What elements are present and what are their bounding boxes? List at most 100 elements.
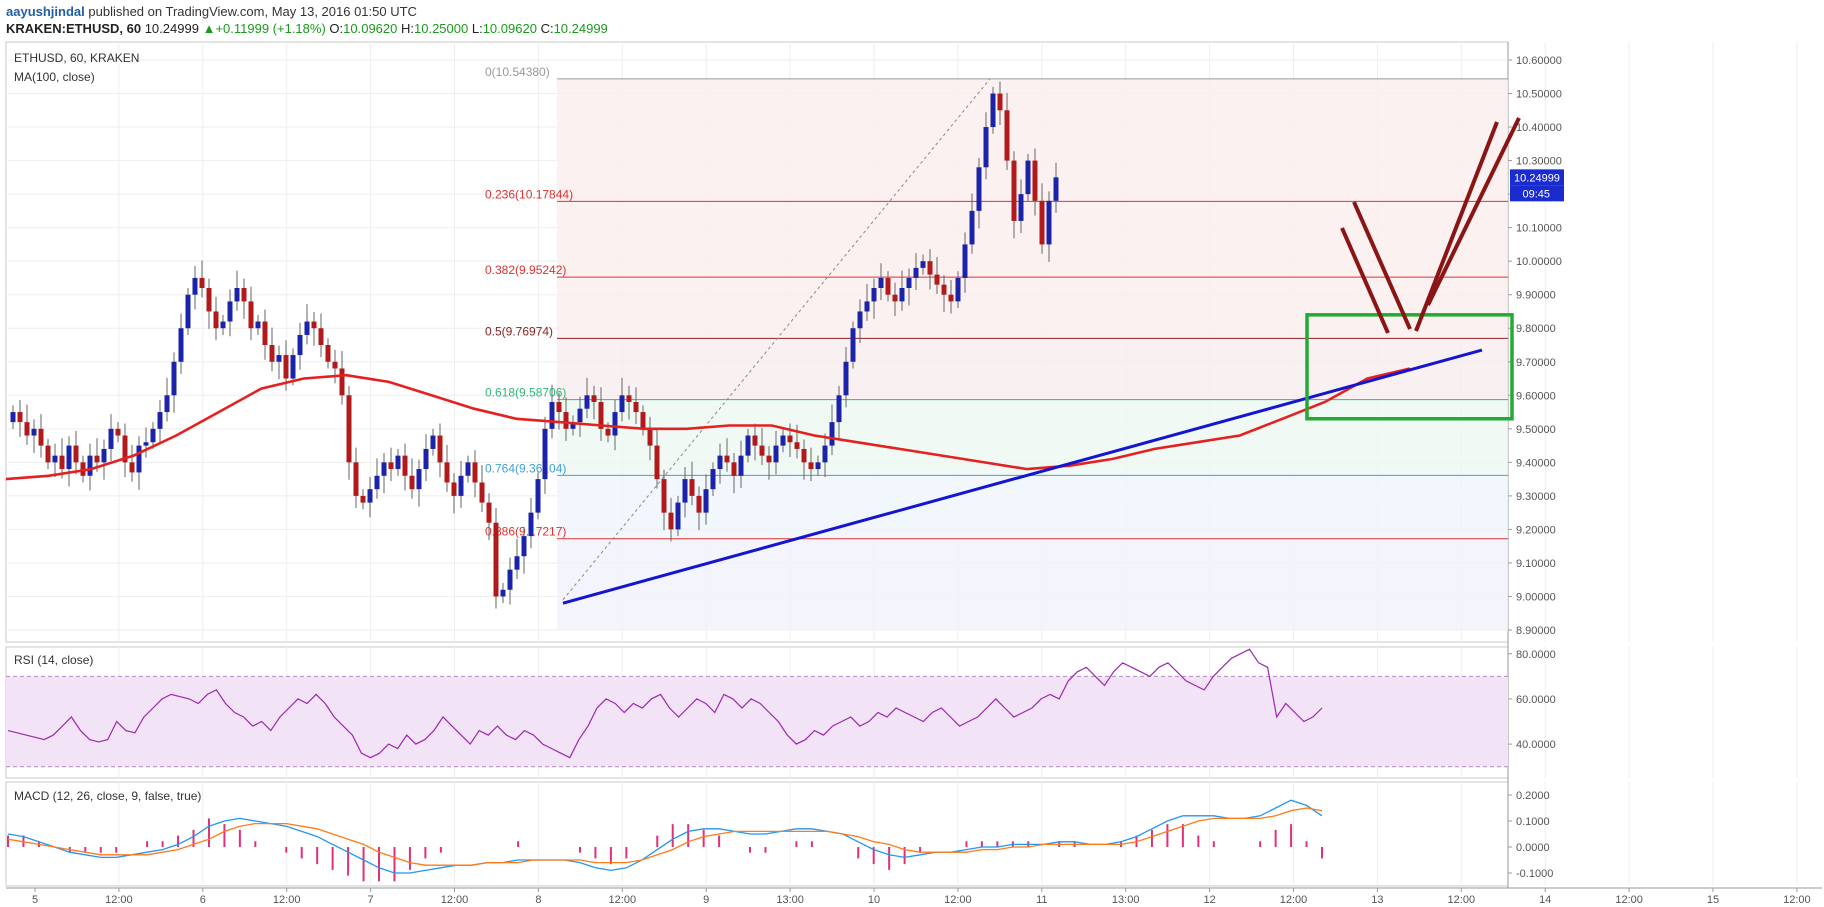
- candle-down: [997, 93, 1003, 111]
- macd-tick-label: 0.2000: [1516, 790, 1550, 802]
- candle-down: [332, 361, 338, 369]
- candle-up: [829, 422, 835, 446]
- fib-level-label: 0.236(10.17844): [485, 187, 573, 201]
- candle-up: [871, 288, 877, 302]
- candle-up: [913, 267, 919, 278]
- fib-level-label: 0.886(9.17217): [485, 525, 566, 539]
- candle-down: [199, 277, 205, 288]
- candle-up: [220, 321, 226, 329]
- candle-down: [38, 428, 44, 446]
- rsi-line: [7, 648, 1323, 759]
- price-label: 8.90000: [1516, 625, 1556, 637]
- candle-down: [1004, 110, 1010, 161]
- candle-up: [1053, 177, 1059, 201]
- candle-down: [59, 455, 65, 470]
- candle-down: [283, 355, 289, 379]
- candle-down: [94, 455, 100, 463]
- candle-up: [416, 469, 422, 490]
- candle-up: [836, 395, 842, 423]
- candle-up: [717, 455, 723, 470]
- candle-up: [780, 435, 786, 446]
- candle-down: [633, 402, 639, 413]
- forecast-up-arrow: [1414, 121, 1499, 332]
- candle-up: [612, 412, 618, 436]
- candle-down: [808, 462, 814, 470]
- candle-up: [955, 277, 961, 302]
- time-label: 12:00: [105, 894, 133, 906]
- symbol-label: KRAKEN:ETHUSD, 60: [6, 21, 142, 36]
- fib-zone: [557, 201, 1508, 278]
- candle-down: [759, 445, 765, 456]
- candle-down: [752, 435, 758, 446]
- candle-up: [276, 355, 282, 362]
- ma100-line: [5, 367, 1411, 481]
- candle-down: [353, 462, 359, 496]
- macd-tick-label: -0.1000: [1516, 868, 1553, 880]
- open-label: O:: [329, 21, 344, 36]
- candle-up: [962, 244, 968, 278]
- author-link[interactable]: aayushjindal: [6, 4, 85, 19]
- candle-up: [178, 328, 184, 362]
- candle-down: [654, 445, 660, 480]
- candle-up: [290, 355, 296, 379]
- candle-up: [570, 422, 576, 429]
- fib-zone: [557, 399, 1508, 476]
- candle-down: [626, 395, 632, 402]
- price-label: 10.40000: [1516, 122, 1562, 134]
- time-label: 5: [32, 894, 38, 906]
- candle-up: [899, 288, 905, 302]
- candle-down: [934, 274, 940, 285]
- candle-up: [395, 455, 401, 470]
- price-label: 10.60000: [1516, 55, 1562, 67]
- candle-up: [682, 479, 688, 503]
- last-price-badge: [1510, 169, 1564, 186]
- time-label: 7: [368, 894, 374, 906]
- fib-level-label: 0(10.54380): [485, 65, 550, 79]
- candle-up: [815, 462, 821, 470]
- candle-up: [87, 455, 93, 476]
- rsi-tick-label: 60.0000: [1516, 694, 1556, 706]
- candle-up: [584, 395, 590, 409]
- candle-down: [479, 482, 485, 503]
- candle-down: [122, 435, 128, 463]
- high-label: H:: [401, 21, 414, 36]
- candle-down: [437, 435, 443, 463]
- support-trendline: [562, 348, 1483, 605]
- candle-up: [864, 301, 870, 312]
- candle-down: [892, 294, 898, 302]
- candle-down: [689, 479, 695, 496]
- candle-down: [647, 428, 653, 446]
- candle-up: [108, 428, 114, 449]
- candle-down: [472, 462, 478, 483]
- candle-down: [927, 261, 933, 275]
- time-label: 13:00: [1112, 894, 1140, 906]
- candle-up: [381, 462, 387, 476]
- candle-down: [801, 448, 807, 463]
- fib-zone: [557, 277, 1508, 339]
- candle-down: [73, 445, 79, 463]
- fib-zone: [557, 338, 1508, 400]
- low-label: L:: [471, 21, 483, 36]
- time-label: 14: [1539, 894, 1551, 906]
- time-label: 8: [535, 894, 541, 906]
- fib-level-label: 0.5(9.76974): [485, 324, 553, 338]
- price-label: 9.90000: [1516, 290, 1556, 302]
- rsi-title: RSI (14, close): [14, 653, 93, 667]
- change-arrow-icon: ▲: [202, 21, 216, 36]
- chart-title: ETHUSD, 60, KRAKEN: [14, 51, 139, 65]
- candle-up: [255, 321, 261, 329]
- candle-down: [1032, 160, 1038, 201]
- timer-badge: [1510, 185, 1564, 202]
- candle-up: [143, 442, 149, 446]
- candle-down: [1011, 160, 1017, 221]
- candle-down: [129, 462, 135, 473]
- candle-down: [605, 428, 611, 436]
- candle-down: [262, 321, 268, 345]
- price-label: 10.00000: [1516, 256, 1562, 268]
- timer-badge-text: 09:45: [1522, 188, 1550, 200]
- time-label: 11: [1036, 894, 1047, 906]
- candle-down: [346, 395, 352, 463]
- candle-up: [976, 167, 982, 211]
- candle-down: [248, 301, 254, 329]
